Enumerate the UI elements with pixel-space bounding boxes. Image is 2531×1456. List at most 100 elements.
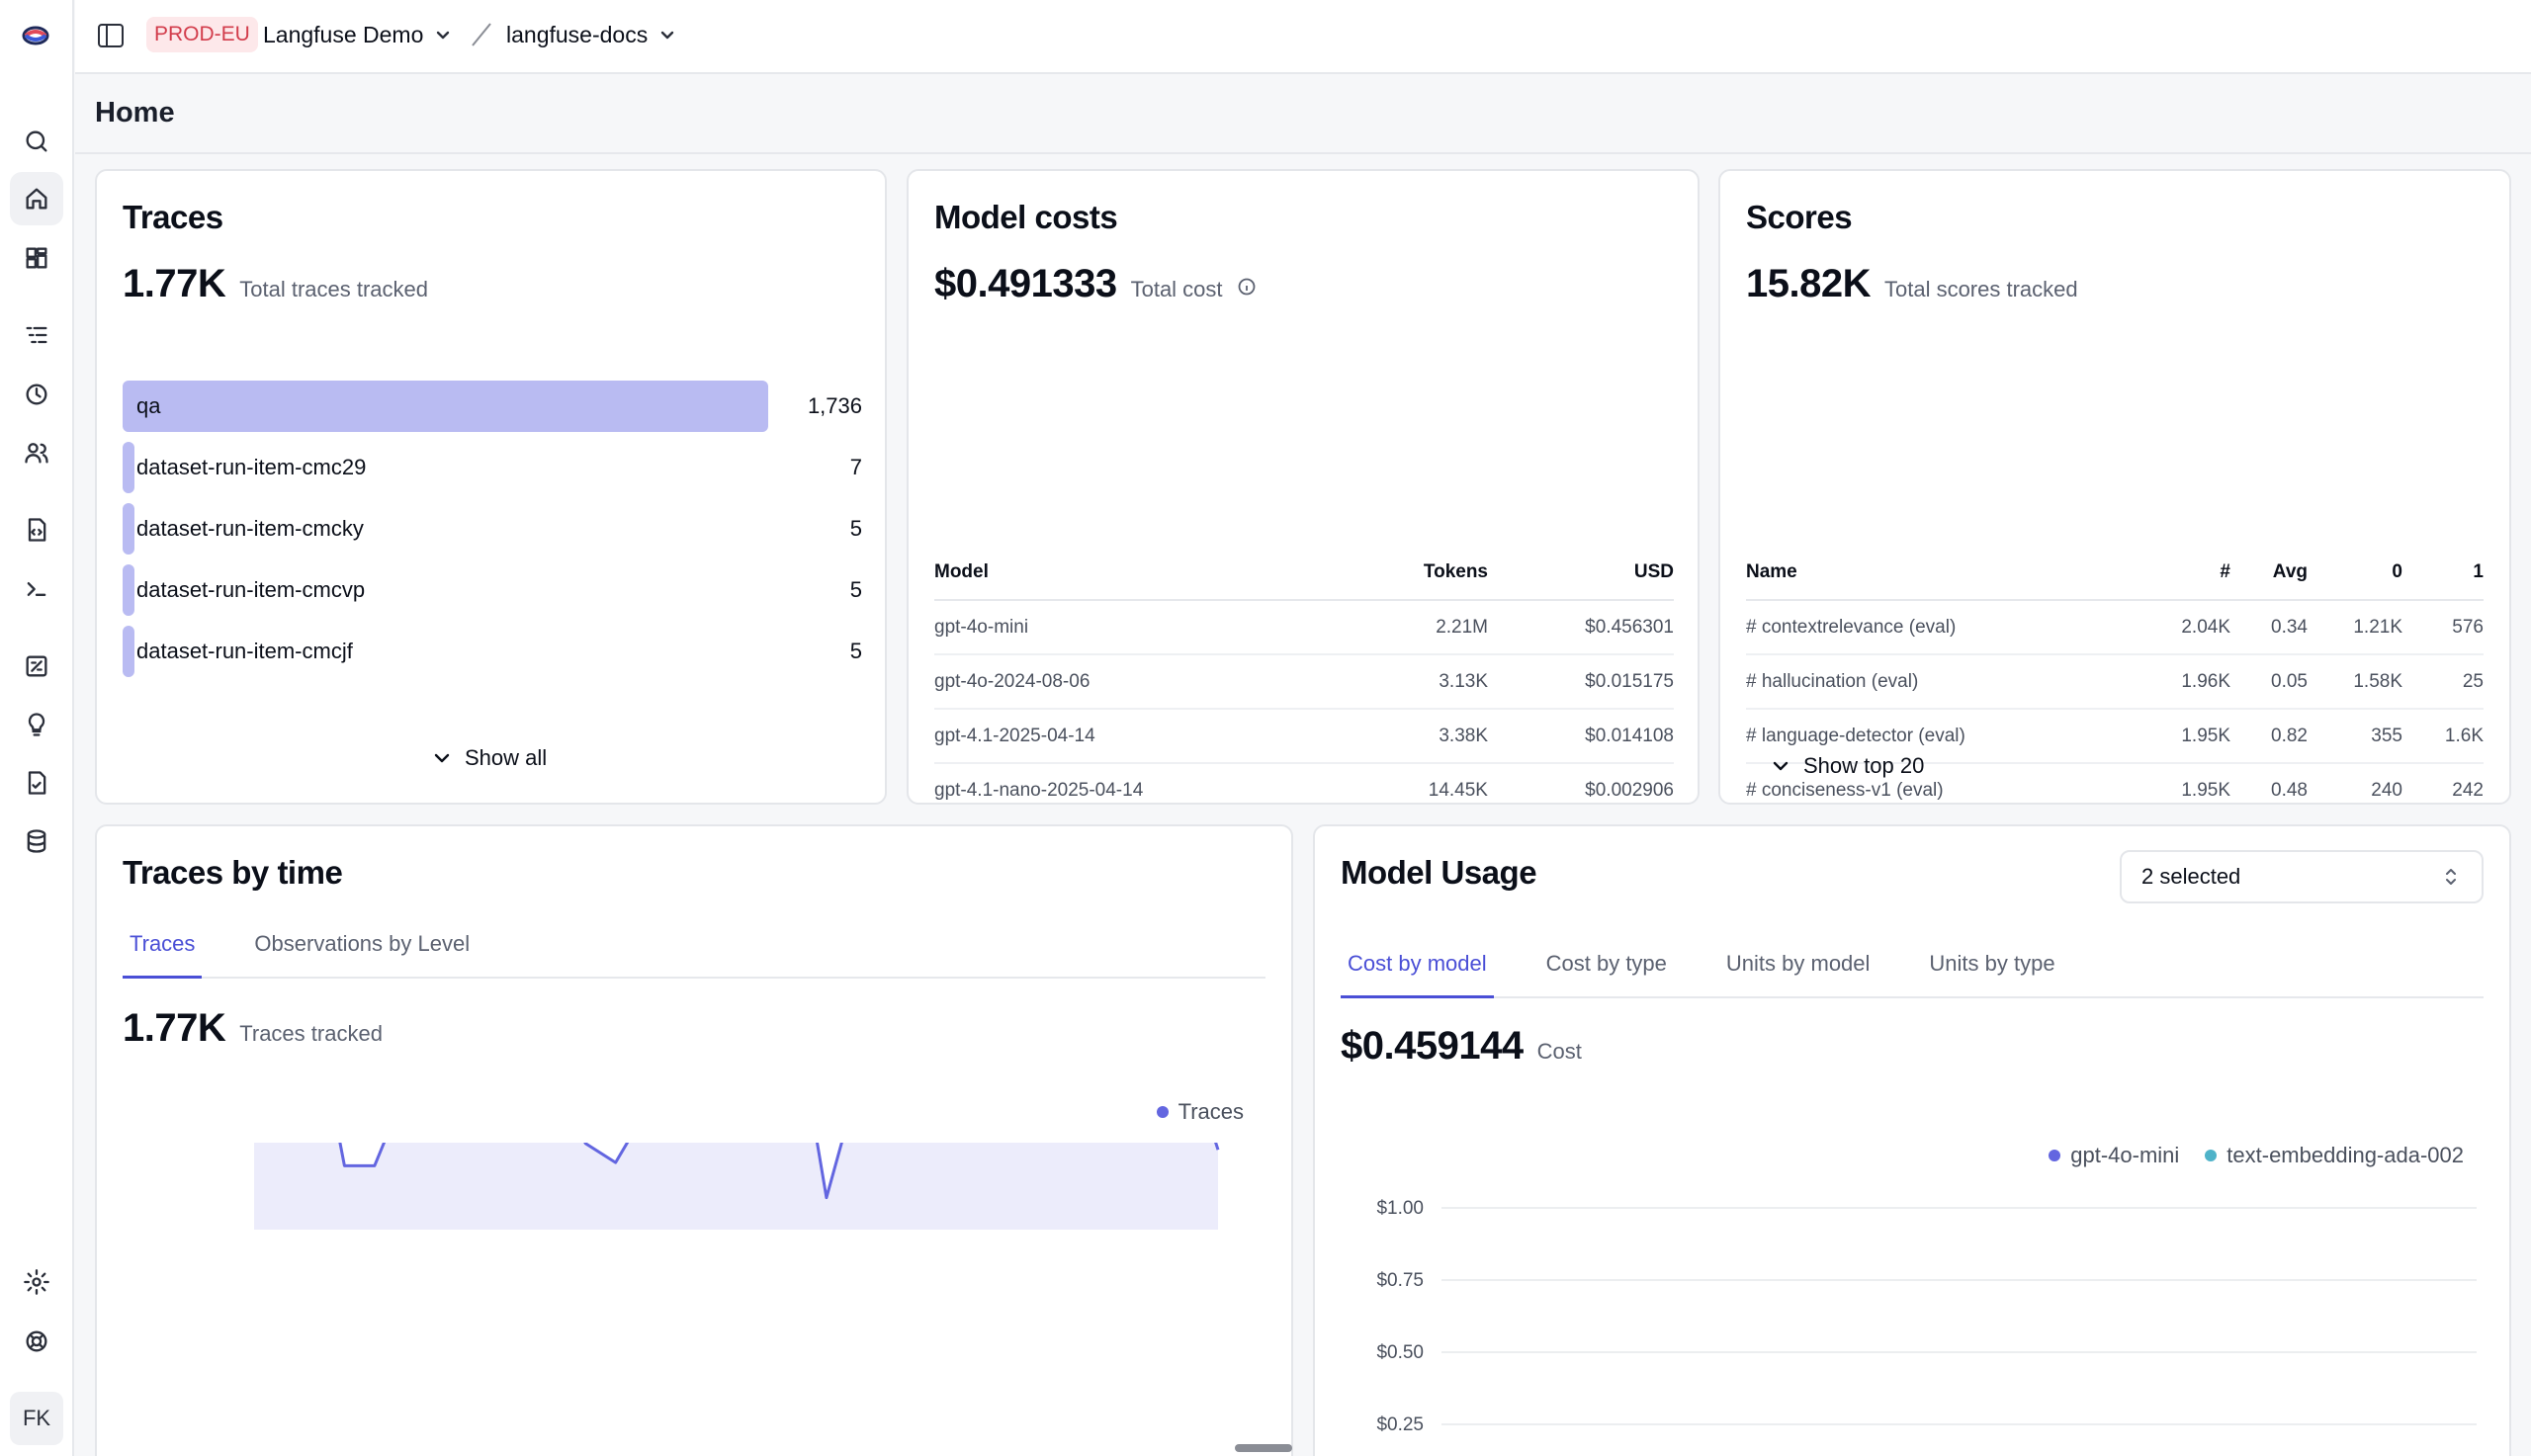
column-header: 1 <box>2402 545 2484 601</box>
traces-time-tabs: Traces Observations by Level <box>123 921 1266 979</box>
show-top-button[interactable]: Show top 20 <box>1770 746 1924 786</box>
metric-label: Total cost <box>1130 277 1223 301</box>
trace-name-row[interactable]: dataset-run-item-cmcky 5 <box>123 503 862 555</box>
metric-value: 1.77K <box>123 262 226 305</box>
card-title: Scores <box>1746 199 1853 235</box>
table-row[interactable]: # conciseness-v1 (eval) 1.95K 0.48 240 242 <box>1746 763 2484 803</box>
table-cell: gpt-4o-mini <box>934 600 1330 655</box>
organization-selector[interactable]: Langfuse Demo <box>263 17 453 52</box>
table-cell: 0.48 <box>2230 763 2308 803</box>
legend-item-text-embedding-ada-002[interactable]: text-embedding-ada-002 <box>2205 1143 2464 1168</box>
table-row[interactable]: gpt-4o-mini 2.21M $0.456301 <box>934 600 1674 655</box>
traces-by-time-card: Traces by time Traces Observations by Le… <box>95 824 1293 1456</box>
clock-icon[interactable] <box>10 368 63 421</box>
tab-observations-by-level[interactable]: Observations by Level <box>254 931 471 956</box>
card-title: Traces by time <box>123 854 343 891</box>
scores-metric: 15.82K Total scores tracked <box>1746 262 2078 306</box>
trace-name-row[interactable]: qa 1,736 <box>123 381 862 432</box>
table-cell: 355 <box>2308 709 2402 764</box>
search-icon[interactable] <box>10 115 63 168</box>
table-cell: gpt-4o-2024-08-06 <box>934 654 1330 710</box>
table-row[interactable]: # hallucination (eval) 1.96K 0.05 1.58K 25 <box>1746 654 2484 710</box>
terminal-icon[interactable] <box>10 562 63 616</box>
metric-value: $0.459144 <box>1341 1024 1524 1068</box>
support-icon[interactable] <box>10 1315 63 1368</box>
show-all-button[interactable]: Show all <box>431 738 547 778</box>
bar-fill <box>123 442 134 493</box>
model-costs-card: Model costs $0.491333 Total cost Model To… <box>907 169 1700 805</box>
metric-label: Total scores tracked <box>1883 277 2078 301</box>
database-icon[interactable] <box>10 814 63 868</box>
top-bar: PROD-EU Langfuse Demo langfuse-docs <box>75 0 2531 74</box>
model-multiselect[interactable]: 2 selected <box>2120 850 2484 903</box>
trace-count: 5 <box>849 516 862 541</box>
project-selector[interactable]: langfuse-docs <box>506 17 677 52</box>
tab-cost-by-model[interactable]: Cost by model <box>1341 941 1494 998</box>
table-cell: 3.38K <box>1330 709 1488 764</box>
dashboard-icon[interactable] <box>10 231 63 285</box>
trace-count: 1,736 <box>807 393 862 418</box>
table-cell: 0.82 <box>2230 709 2308 764</box>
legend-item-gpt-4o-mini[interactable]: gpt-4o-mini <box>2049 1143 2179 1168</box>
bar-fill <box>123 381 768 432</box>
trace-name-row[interactable]: dataset-run-item-cmc29 7 <box>123 442 862 493</box>
trace-name-row[interactable]: dataset-run-item-cmcvp 5 <box>123 564 862 616</box>
info-icon[interactable] <box>1237 277 1257 301</box>
bar-fill <box>123 626 134 677</box>
page-title: Home <box>95 97 175 128</box>
users-icon[interactable] <box>10 426 63 479</box>
table-row[interactable]: gpt-4.1-2025-04-14 3.38K $0.014108 <box>934 709 1674 764</box>
table-cell: 1.96K <box>2132 654 2230 710</box>
trace-name: dataset-run-item-cmc29 <box>136 455 367 479</box>
table-cell: gpt-4.1-2025-04-14 <box>934 709 1330 764</box>
table-cell: $0.002906 <box>1488 763 1674 803</box>
table-cell: 1.95K <box>2132 709 2230 764</box>
trace-name: dataset-run-item-cmcky <box>136 516 364 541</box>
table-row[interactable]: # contextrelevance (eval) 2.04K 0.34 1.21K 5… <box>1746 600 2484 655</box>
table-cell: 14.45K <box>1330 763 1488 803</box>
table-cell: 0.05 <box>2230 654 2308 710</box>
chart-legend: gpt-4o-mini text-embedding-ada-002 <box>2049 1143 2464 1168</box>
legend-dot <box>1156 1106 1169 1118</box>
settings-icon[interactable] <box>10 1255 63 1309</box>
tab-units-by-model[interactable]: Units by model <box>1725 951 1871 976</box>
legend-label: Traces <box>1178 1099 1244 1124</box>
user-avatar[interactable]: FK <box>10 1392 63 1445</box>
horizontal-scrollbar[interactable] <box>1235 1444 1292 1452</box>
tab-traces[interactable]: Traces <box>123 921 203 979</box>
table-row[interactable]: # language-detector (eval) 1.95K 0.82 355 1.… <box>1746 709 2484 764</box>
legend-label: gpt-4o-mini <box>2070 1143 2180 1167</box>
table-cell: $0.456301 <box>1488 600 1674 655</box>
chevron-down-icon <box>434 753 450 763</box>
y-tick-label: $0.75 <box>1376 1270 1424 1291</box>
table-cell: 2.04K <box>2132 600 2230 655</box>
costs-metric: $0.491333 Total cost <box>934 262 1257 306</box>
trace-name-row[interactable]: dataset-run-item-cmcjf 5 <box>123 626 862 677</box>
trace-name: dataset-run-item-cmcvp <box>136 577 366 602</box>
table-row[interactable]: gpt-4o-2024-08-06 3.13K $0.015175 <box>934 654 1674 710</box>
table-cell: 242 <box>2402 763 2484 803</box>
show-all-label: Show all <box>465 745 548 770</box>
traces-list-icon[interactable] <box>10 308 63 362</box>
sidebar-toggle-icon[interactable] <box>95 20 127 51</box>
page-header: Home <box>75 75 2531 154</box>
table-cell: 1.95K <box>2132 763 2230 803</box>
table-cell: 576 <box>2402 600 2484 655</box>
metric-label: Total traces tracked <box>239 277 428 301</box>
tab-units-by-type[interactable]: Units by type <box>1929 951 2055 976</box>
tab-cost-by-type[interactable]: Cost by type <box>1545 951 1667 976</box>
metric-value: $0.491333 <box>934 262 1117 305</box>
annotation-icon[interactable] <box>10 756 63 810</box>
prompts-icon[interactable] <box>10 503 63 557</box>
card-title: Traces <box>123 199 223 235</box>
column-header: Name <box>1746 545 2132 601</box>
evaluation-icon[interactable] <box>10 640 63 693</box>
y-tick-label: 30 <box>212 1143 232 1145</box>
lightbulb-icon[interactable] <box>10 698 63 751</box>
chevron-down-icon <box>433 25 453 44</box>
langfuse-logo-icon[interactable] <box>20 22 51 49</box>
home-icon[interactable] <box>10 172 63 225</box>
legend-item-traces[interactable]: Traces <box>1156 1099 1244 1125</box>
table-row[interactable]: gpt-4.1-nano-2025-04-14 14.45K $0.002906 <box>934 763 1674 803</box>
table-cell: 240 <box>2308 763 2402 803</box>
